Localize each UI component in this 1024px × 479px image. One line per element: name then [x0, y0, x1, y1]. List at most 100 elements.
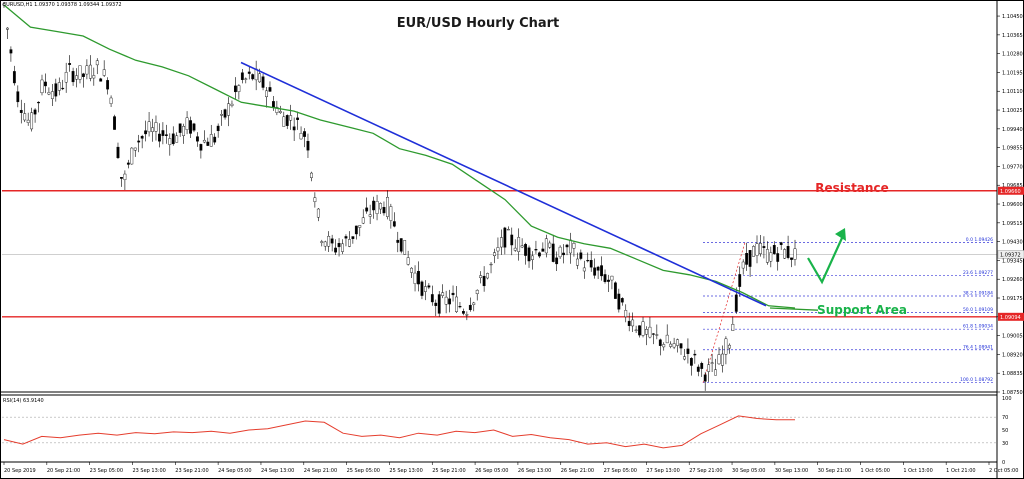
candle-body — [9, 49, 13, 54]
support-label: Support Area — [817, 303, 907, 317]
candle-body — [85, 65, 89, 75]
candle-body — [23, 113, 27, 121]
candle-body — [703, 374, 707, 382]
candle-body — [496, 247, 500, 252]
candle-body — [30, 112, 34, 130]
candle-body — [731, 324, 735, 331]
candle-body — [721, 353, 724, 366]
candle-body — [434, 302, 438, 306]
moving-average-tail — [769, 307, 819, 311]
rsi-tick-label: 100 — [1002, 396, 1012, 402]
candle-body — [551, 243, 555, 262]
candle-body — [392, 221, 396, 227]
y-tick-label: 1.08750 — [1002, 390, 1023, 396]
candle-body — [285, 115, 289, 126]
candle-body — [348, 239, 351, 247]
candle-body — [734, 294, 738, 312]
candle-body — [696, 366, 700, 372]
x-tick-label: 23 Sep 05:00 — [90, 468, 123, 474]
candle-body — [503, 227, 507, 248]
candle-body — [510, 234, 514, 246]
candle-body — [475, 289, 479, 295]
candle-body — [448, 298, 451, 305]
x-tick-label: 1 Oct 13:00 — [903, 468, 932, 474]
candle-body — [489, 263, 493, 266]
candle-body — [403, 240, 407, 255]
x-tick-label: 23 Sep 21:00 — [175, 468, 208, 474]
candle-body — [679, 343, 683, 349]
candle-body — [379, 203, 382, 210]
x-tick-label: 24 Sep 13:00 — [261, 468, 294, 474]
candle-body — [596, 266, 600, 271]
rsi-line — [3, 415, 795, 449]
candle-body — [382, 207, 386, 214]
candle-body — [517, 237, 521, 252]
candle-body — [427, 285, 431, 288]
candle-body — [12, 71, 16, 84]
candle-body — [776, 253, 780, 262]
candle-body — [486, 273, 489, 279]
candle-body — [672, 343, 676, 348]
candle-body — [631, 319, 635, 327]
candle-body — [306, 140, 310, 151]
candle-body — [772, 245, 776, 254]
candle-body — [579, 252, 583, 259]
candle-body — [645, 329, 648, 335]
fib-level-label: 76.4 1.08941 — [963, 344, 993, 350]
candle-body — [365, 207, 369, 212]
x-tick-label: 30 Sep 05:00 — [732, 468, 765, 474]
candle-body — [482, 275, 486, 287]
rsi-label: RSI(14) 63.9140 — [3, 398, 44, 404]
candle-body — [641, 321, 645, 336]
candle-body — [258, 73, 262, 83]
candle-body — [220, 114, 224, 116]
candle-body — [147, 121, 151, 133]
candle-body — [655, 334, 659, 336]
rsi-tick-label: 30 — [1002, 441, 1008, 447]
candle-body — [268, 87, 272, 92]
x-tick-label: 26 Sep 05:00 — [475, 468, 508, 474]
x-tick-label: 30 Sep 21:00 — [818, 468, 851, 474]
candle-body — [168, 138, 172, 145]
candle-body — [793, 248, 797, 260]
candle-body — [44, 81, 47, 87]
candle-body — [437, 294, 441, 314]
candle-body — [582, 267, 586, 272]
candle-body — [603, 274, 607, 282]
candle-body — [506, 229, 510, 231]
y-tick-label: 1.10280 — [1002, 52, 1023, 58]
candle-body — [116, 146, 120, 159]
candle-body — [109, 97, 113, 104]
candle-body — [82, 73, 85, 77]
x-tick-label: 26 Sep 13:00 — [518, 468, 551, 474]
candle-body — [420, 281, 424, 296]
y-tick-label: 1.09940 — [1002, 127, 1023, 133]
candle-body — [513, 247, 517, 251]
candle-body — [455, 296, 458, 312]
candle-body — [282, 116, 286, 127]
candle-body — [586, 259, 590, 262]
candle-body — [278, 111, 282, 114]
candle-body — [624, 310, 628, 318]
candle-body — [230, 103, 234, 106]
y-tick-label: 1.09430 — [1002, 240, 1023, 246]
y-tick-label: 1.09770 — [1002, 164, 1023, 170]
candle-body — [337, 243, 341, 248]
candle-body — [361, 217, 365, 224]
y-tick-label: 1.08835 — [1002, 371, 1023, 377]
bearish-trend-line — [240, 61, 767, 307]
candle-body — [358, 225, 362, 228]
candle-body — [752, 246, 755, 257]
candle-body — [182, 126, 186, 136]
candle-body — [479, 275, 483, 279]
candle-body — [240, 72, 244, 80]
y-tick-label: 1.10450 — [1002, 14, 1023, 20]
candle-body — [320, 241, 324, 243]
candle-body — [244, 78, 248, 80]
candle-body — [707, 364, 711, 372]
candle-body — [372, 200, 375, 211]
candle-body — [520, 245, 524, 248]
candle-body — [202, 139, 206, 143]
y-tick-label: 1.10530 — [1002, 0, 1023, 2]
x-tick-label: 1 Oct 05:00 — [861, 468, 890, 474]
